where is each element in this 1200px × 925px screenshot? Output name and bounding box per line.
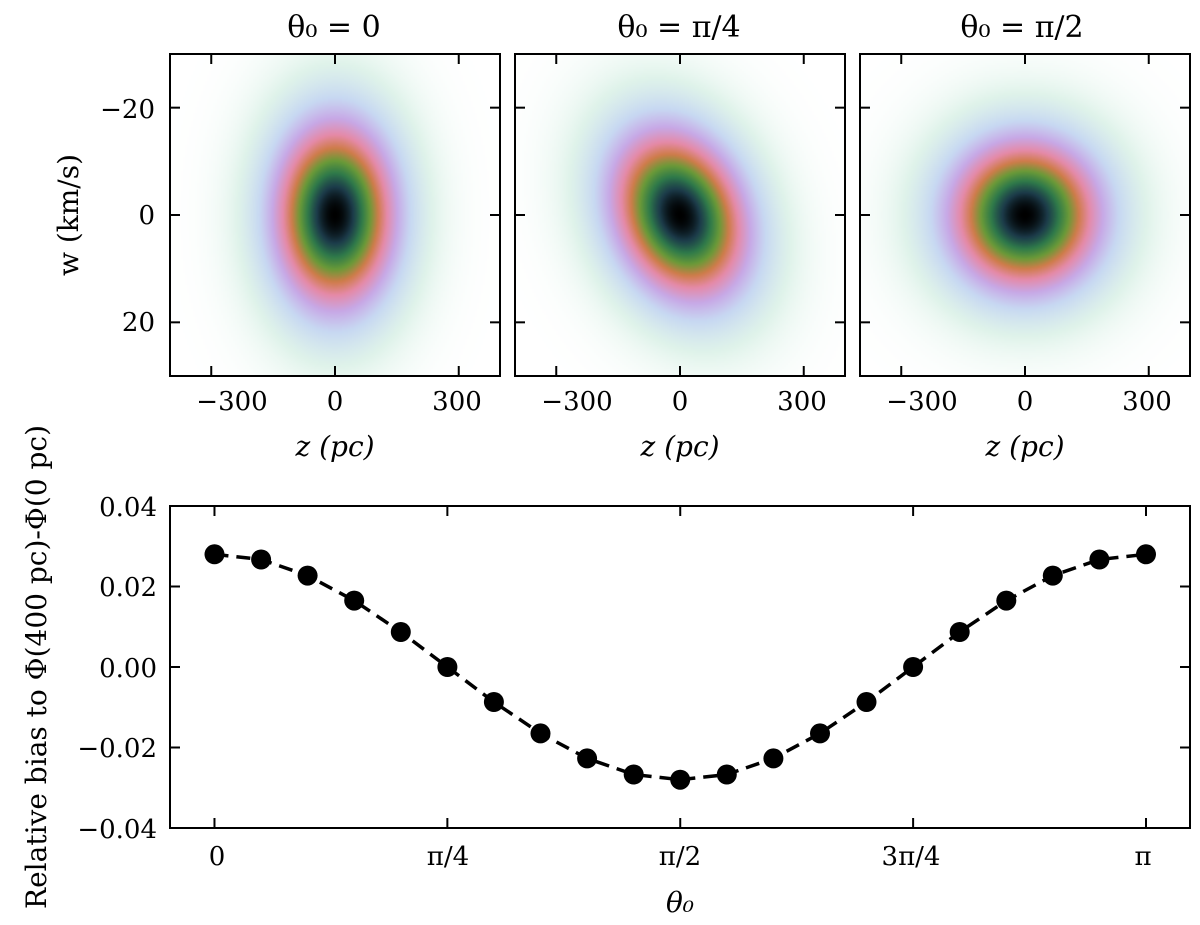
bias-y-tick-label-neg0.04: −0.04	[77, 815, 157, 845]
y-tick-label-20: −20	[100, 95, 155, 125]
x-tick-label-300: 300	[1122, 387, 1172, 417]
bias-y-tick-label-neg0.02: −0.02	[77, 734, 157, 764]
bias-data-point	[810, 723, 830, 744]
heatmap-image-theta-pi4	[515, 54, 845, 376]
bias-series-line	[214, 552, 1147, 782]
x-axis-label-theta-0: z (pc)	[294, 430, 374, 463]
heatmap-ticks-theta-pi4	[515, 54, 845, 376]
panel-title-theta-0: θ₀ = 0	[287, 10, 380, 45]
x-tick-label-neg300: −300	[196, 387, 267, 417]
bias-y-tick-label-0.02: 0.02	[99, 573, 157, 603]
bias-data-point	[670, 769, 691, 790]
x-tick-label-300: 300	[432, 387, 482, 417]
heatmap-ticks-theta-pi2	[860, 54, 1190, 376]
heatmap-frame-theta-pi2	[859, 53, 1191, 377]
bias-line-chart: 0.04 0.02 0.00 −0.02 −0.04 0 π/4 π/2 3π/…	[20, 425, 1191, 919]
bias-markers	[204, 544, 1156, 790]
bias-x-tick-label-pi4: π/4	[427, 842, 469, 872]
bias-data-point	[1089, 549, 1110, 570]
bias-data-point	[856, 692, 877, 712]
y-axis-label-heatmap: w (km/s)	[52, 154, 85, 276]
bias-data-point	[390, 622, 411, 642]
x-tick-label-0: 0	[672, 387, 689, 417]
bias-x-tick-label-3pi4: 3π/4	[882, 842, 941, 872]
bias-x-axis-label: θ₀	[666, 886, 694, 919]
x-tick-label-0: 0	[327, 387, 344, 417]
bias-data-point	[251, 549, 272, 570]
bias-plot-frame	[169, 505, 1191, 829]
heatmap-panel-theta-pi4: θ₀ = π/4 −300 0 300 z (pc)	[514, 10, 846, 463]
bias-data-point	[1136, 544, 1156, 565]
heatmap-image-theta-0	[170, 54, 500, 376]
bias-data-point	[903, 657, 924, 677]
bias-data-point	[1042, 565, 1063, 586]
heatmap-frame-theta-pi4	[514, 53, 846, 377]
y-tick-label-neg20: 20	[122, 308, 155, 338]
bias-data-point	[623, 764, 644, 785]
bias-data-point	[204, 544, 225, 565]
bias-data-point	[577, 748, 598, 769]
heatmap-image-theta-pi2	[860, 54, 1190, 376]
heatmap-panel-theta-0: θ₀ = 0 −20 0 20 −300 0 300 z (pc) w (km/…	[52, 10, 501, 463]
bias-y-tick-label-0.00: 0.00	[99, 654, 157, 684]
x-tick-label-neg300: −300	[886, 387, 957, 417]
bias-y-tick-label-0.04: 0.04	[99, 493, 157, 523]
x-tick-label-300: 300	[777, 387, 827, 417]
heatmap-frame-theta-0	[169, 53, 501, 377]
bias-data-point	[344, 590, 365, 611]
panel-title-theta-pi4: θ₀ = π/4	[617, 10, 740, 45]
heatmap-panel-theta-pi2: θ₀ = π/2 −300 0 300 z (pc)	[859, 10, 1191, 463]
x-tick-label-0: 0	[1017, 387, 1034, 417]
bias-x-tick-label-pi: π	[1134, 842, 1151, 872]
x-axis-label-theta-pi4: z (pc)	[639, 430, 719, 463]
heatmap-ticks-theta-0	[170, 54, 500, 376]
y-tick-label-0: 0	[138, 201, 155, 231]
bias-y-axis-label: Relative bias to Φ(400 pc)-Φ(0 pc)	[20, 425, 53, 909]
bias-data-point	[437, 657, 458, 677]
bias-data-point	[763, 748, 784, 769]
bias-x-tick-label-0: 0	[209, 842, 226, 872]
bias-data-point	[297, 565, 318, 586]
bias-data-point	[483, 692, 504, 712]
bias-data-point	[716, 764, 737, 785]
panel-title-theta-pi2: θ₀ = π/2	[960, 10, 1083, 45]
bias-x-tick-label-pi2: π/2	[659, 842, 701, 872]
bias-data-point	[530, 723, 551, 744]
bias-data-point	[949, 622, 970, 642]
bias-data-point	[996, 590, 1017, 611]
x-axis-label-theta-pi2: z (pc)	[984, 430, 1064, 463]
x-tick-label-neg300: −300	[541, 387, 612, 417]
